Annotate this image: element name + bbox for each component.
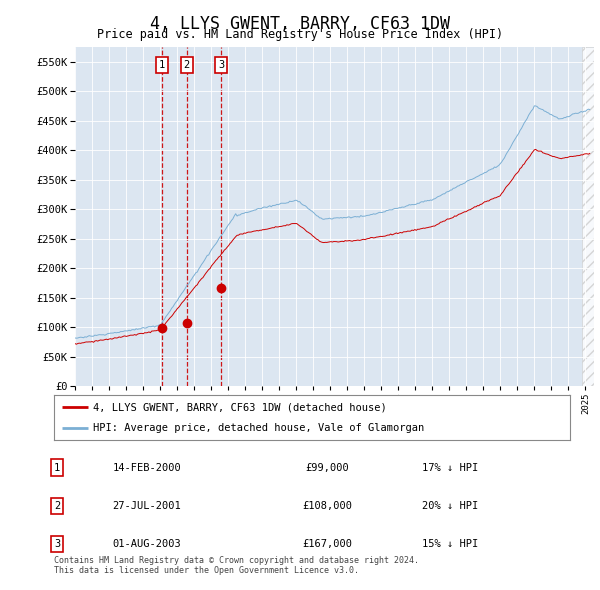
Text: 14-FEB-2000: 14-FEB-2000 [113,463,181,473]
Text: 3: 3 [218,60,224,70]
Text: 1: 1 [159,60,165,70]
Text: 2: 2 [54,501,60,511]
Text: 17% ↓ HPI: 17% ↓ HPI [422,463,478,473]
Text: £99,000: £99,000 [305,463,349,473]
Text: 15% ↓ HPI: 15% ↓ HPI [422,539,478,549]
Text: 1: 1 [54,463,60,473]
Text: 27-JUL-2001: 27-JUL-2001 [113,501,181,511]
Text: 2: 2 [184,60,190,70]
Text: 01-AUG-2003: 01-AUG-2003 [113,539,181,549]
Text: £108,000: £108,000 [302,501,352,511]
Text: 4, LLYS GWENT, BARRY, CF63 1DW (detached house): 4, LLYS GWENT, BARRY, CF63 1DW (detached… [92,402,386,412]
Text: £167,000: £167,000 [302,539,352,549]
Text: 20% ↓ HPI: 20% ↓ HPI [422,501,478,511]
Polygon shape [582,47,594,386]
Text: 4, LLYS GWENT, BARRY, CF63 1DW: 4, LLYS GWENT, BARRY, CF63 1DW [150,15,450,33]
Text: HPI: Average price, detached house, Vale of Glamorgan: HPI: Average price, detached house, Vale… [92,422,424,432]
Text: Contains HM Land Registry data © Crown copyright and database right 2024.
This d: Contains HM Land Registry data © Crown c… [54,556,419,575]
Text: Price paid vs. HM Land Registry's House Price Index (HPI): Price paid vs. HM Land Registry's House … [97,28,503,41]
Text: 3: 3 [54,539,60,549]
